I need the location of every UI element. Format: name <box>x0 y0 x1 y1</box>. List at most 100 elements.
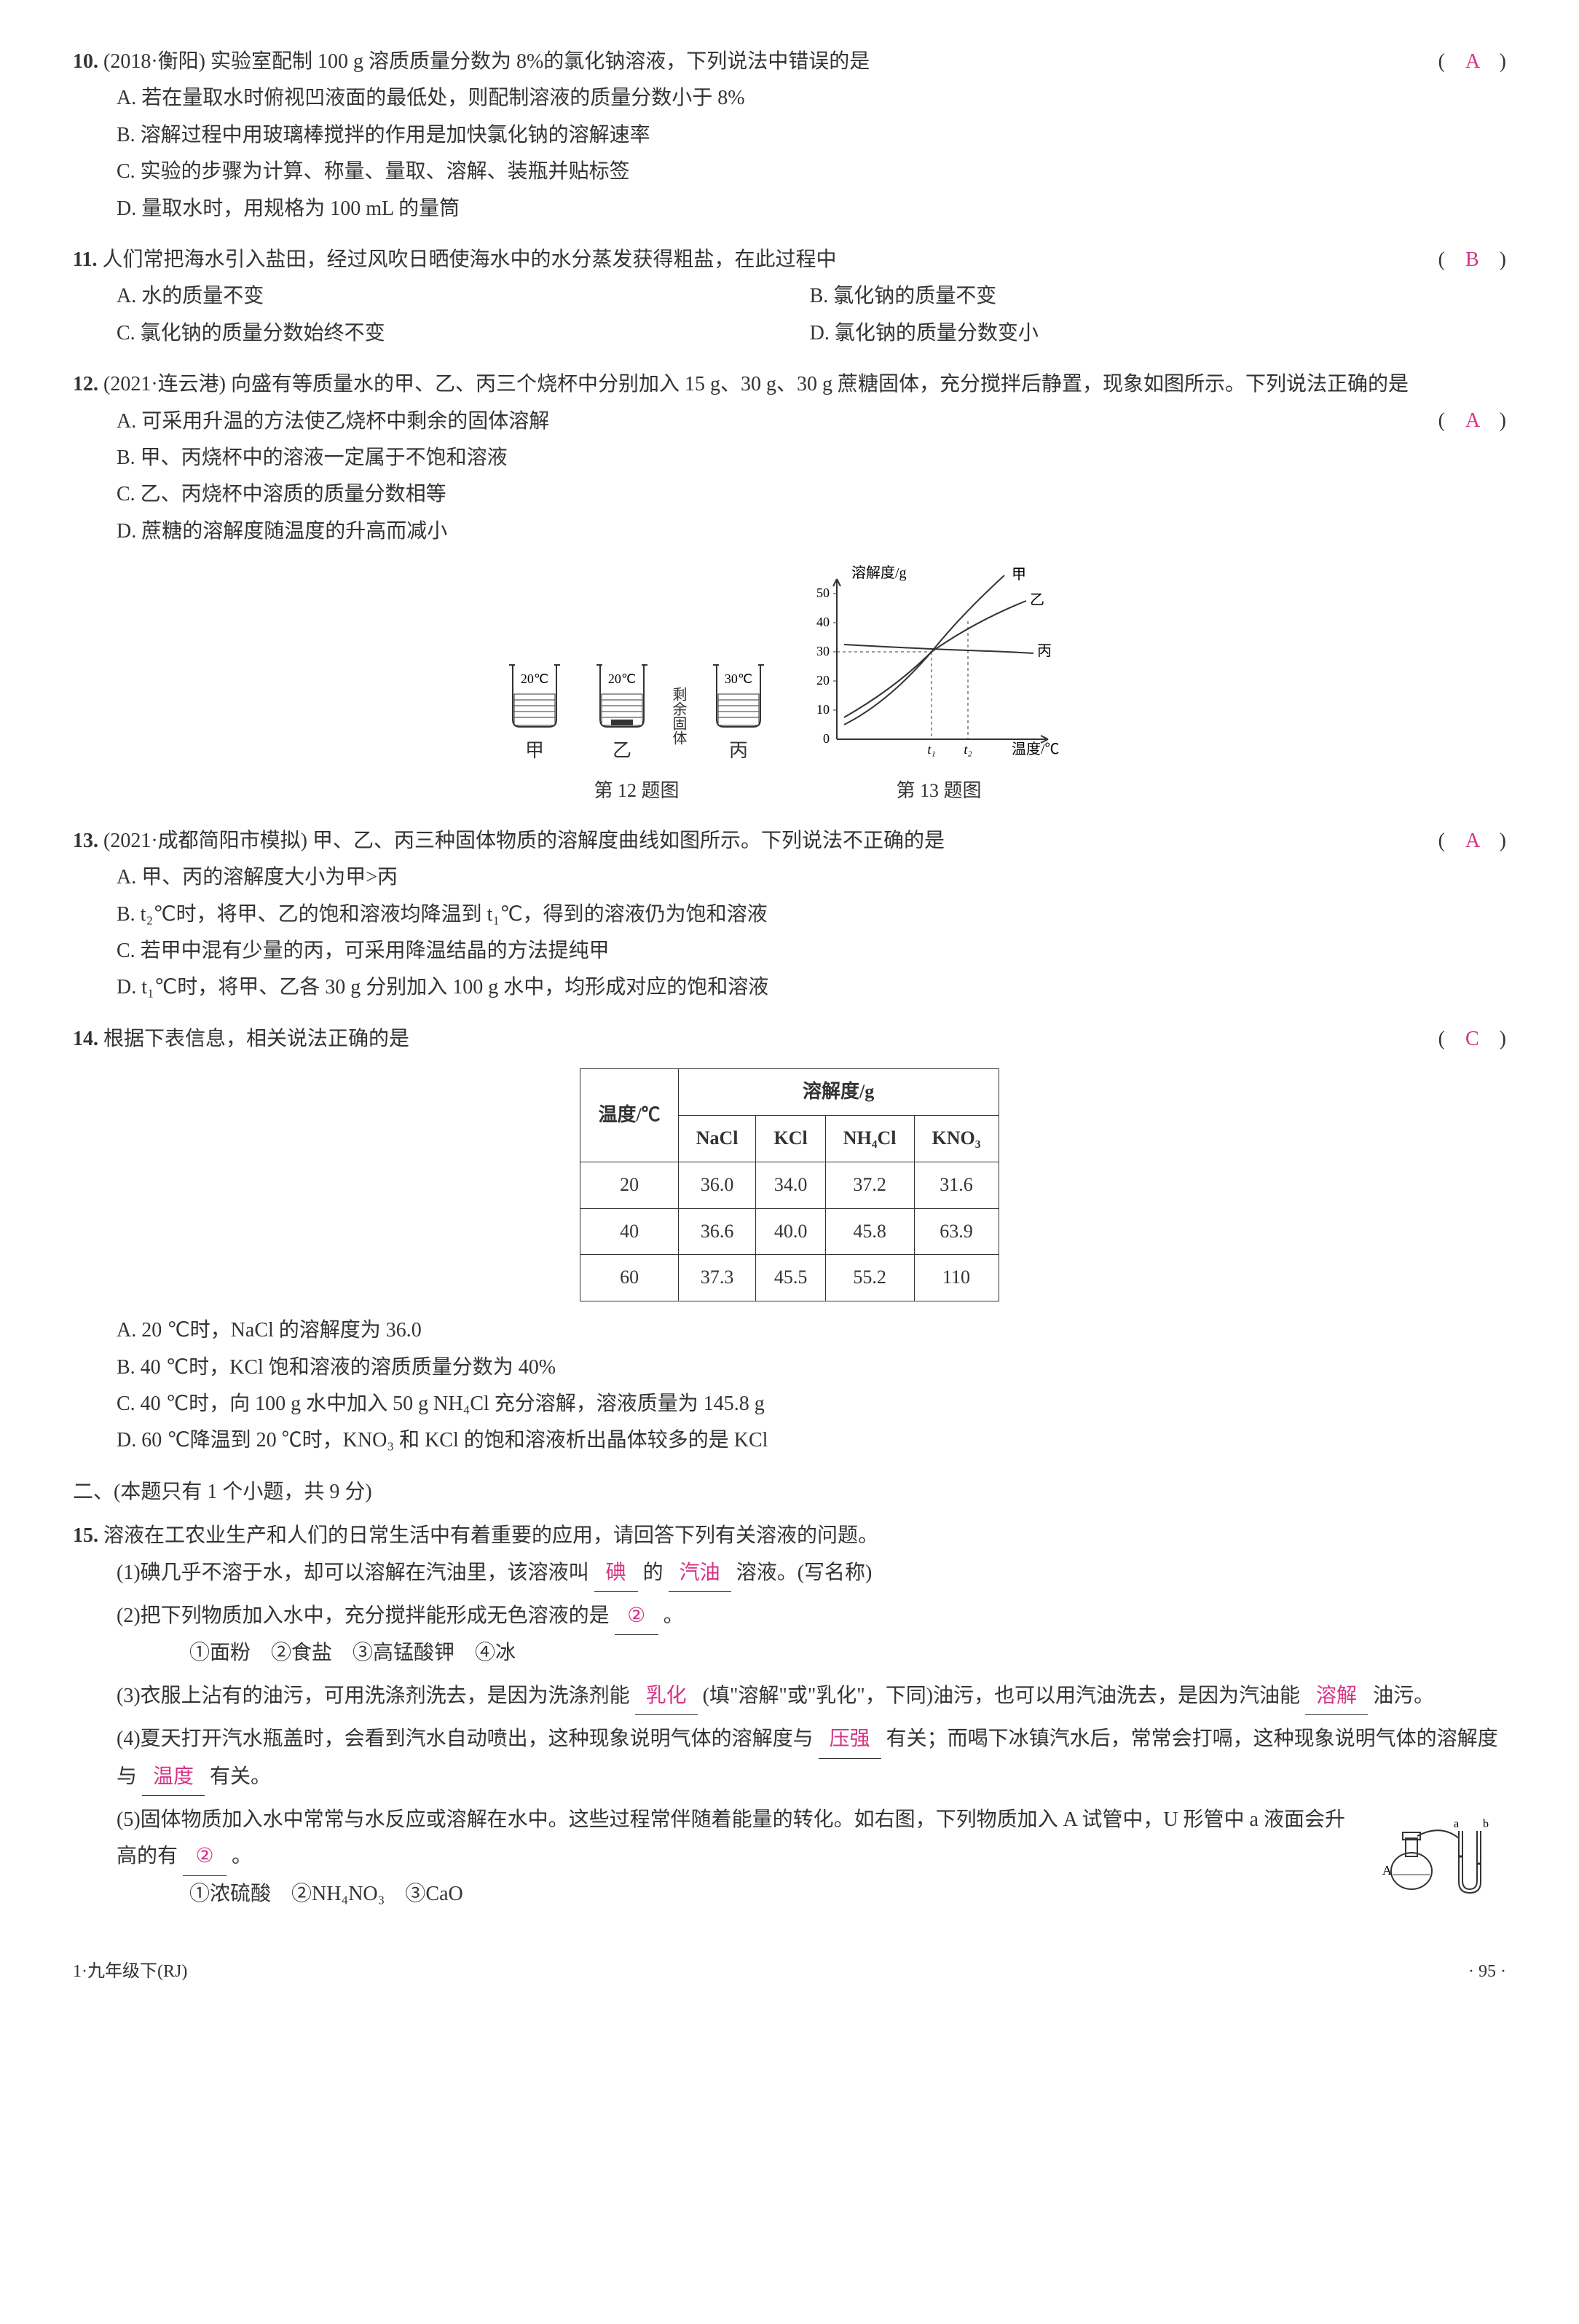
q15-num: 15. <box>73 1524 98 1547</box>
blank-p5: ② <box>183 1838 227 1875</box>
th-kcl: KCl <box>756 1116 825 1162</box>
q10-text: 实验室配制 100 g 溶质质量分数为 8%的氯化钠溶液，下列说法中错误的是 <box>210 50 870 73</box>
q14-answer: ( C ) <box>1438 1021 1506 1057</box>
q12-optA: A. 可采用升温的方法使乙烧杯中剩余的固体溶解 <box>73 403 1506 440</box>
th-temp: 温度/℃ <box>580 1069 678 1162</box>
svg-text:温度/℃: 温度/℃ <box>1012 741 1060 757</box>
q10-optA: A. 若在量取水时俯视凹液面的最低处，则配制溶液的质量分数小于 8% <box>73 80 1506 117</box>
question-10: 10. (2018·衡阳) 实验室配制 100 g 溶质质量分数为 8%的氯化钠… <box>73 44 1506 227</box>
q14-optC: C. 40 ℃时，向 100 g 水中加入 50 g NH₄Cl 充分溶解，溶液… <box>73 1386 1506 1422</box>
solubility-table: 温度/℃ 溶解度/g NaCl KCl NH₄Cl KNO₃ 20 36.0 3… <box>580 1068 999 1301</box>
table-row: 40 36.6 40.0 45.8 63.9 <box>580 1208 999 1255</box>
table-row: 20 36.0 34.0 37.2 31.6 <box>580 1162 999 1208</box>
q13-optD: D. t₁℃时，将甲、乙各 30 g 分别加入 100 g 水中，均形成对应的饱… <box>73 969 1506 1006</box>
q11-optA: A. 水的质量不变 <box>73 278 761 315</box>
q11-optD: D. 氯化钠的质量分数变小 <box>766 315 1454 352</box>
svg-text:10: 10 <box>816 702 830 717</box>
question-15: 15. 溶液在工农业生产和人们的日常生活中有着重要的应用，请回答下列有关溶液的问… <box>73 1518 1506 1913</box>
q14-optA: A. 20 ℃时，NaCl 的溶解度为 36.0 <box>73 1312 1506 1349</box>
th-nacl: NaCl <box>678 1116 756 1162</box>
q14-optB: B. 40 ℃时，KCl 饱和溶液的溶质质量分数为 40% <box>73 1350 1506 1386</box>
q15-p5: A a b (5)固体物质加入水中常常与水反应或溶解在水中。这些过程常伴随着能量… <box>73 1802 1506 1913</box>
svg-text:b: b <box>1483 1818 1489 1830</box>
footer-left: 1·九年级下(RJ) <box>73 1956 187 1988</box>
q13-text: 甲、乙、丙三种固体物质的溶解度曲线如图所示。下列说法不正确的是 <box>312 830 945 852</box>
q13-figure: 0 10 20 30 40 50 t₁ t₂ 甲 乙 <box>800 564 1077 808</box>
q12-num: 12. <box>73 373 98 395</box>
q15-p1: (1)碘几乎不溶于水，却可以溶解在汽油里，该溶液叫 碘 的 汽油 溶液。(写名称… <box>73 1555 1506 1592</box>
q12-answer: ( A ) <box>1438 403 1506 439</box>
q12-text: 向盛有等质量水的甲、乙、丙三个烧杯中分别加入 15 g、30 g、30 g 蔗糖… <box>231 373 1409 395</box>
svg-text:20℃: 20℃ <box>608 671 636 686</box>
q10-optD: D. 量取水时，用规格为 100 mL 的量筒 <box>73 191 1506 227</box>
q15-text: 溶液在工农业生产和人们的日常生活中有着重要的应用，请回答下列有关溶液的问题。 <box>103 1524 878 1547</box>
blank-gasoline: 汽油 <box>669 1555 731 1592</box>
beaker-yi: 20℃ 剩余固体 乙 <box>589 658 655 768</box>
q15-p2-options: ①面粉 ②食盐 ③高锰酸钾 ④冰 <box>117 1635 1506 1671</box>
figure-row: 20℃ 甲 20℃ 剩余固体 乙 <box>73 564 1506 808</box>
q10-num: 10. <box>73 50 98 73</box>
q13-num: 13. <box>73 830 98 852</box>
q13-optB: B. t₂℃时，将甲、乙的饱和溶液均降温到 t₁℃，得到的溶液仍为饱和溶液 <box>73 897 1506 933</box>
blank-pressure: 压强 <box>819 1721 881 1758</box>
q14-num: 14. <box>73 1028 98 1050</box>
q13-optC: C. 若甲中混有少量的丙，可采用降温结晶的方法提纯甲 <box>73 933 1506 969</box>
q10-optB: B. 溶解过程中用玻璃棒搅拌的作用是加快氯化钠的溶解速率 <box>73 117 1506 154</box>
blank-p2: ② <box>615 1598 658 1635</box>
th-kno3: KNO₃ <box>914 1116 999 1162</box>
beaker-bing: 30℃ 丙 <box>706 658 771 768</box>
q15-p3: (3)衣服上沾有的油污，可用洗涤剂洗去，是因为洗涤剂能 乳化 (填"溶解"或"乳… <box>73 1678 1506 1715</box>
question-13: 13. (2021·成都简阳市模拟) 甲、乙、丙三种固体物质的溶解度曲线如图所示… <box>73 823 1506 1007</box>
q13-optA: A. 甲、丙的溶解度大小为甲>丙 <box>73 859 1506 896</box>
svg-text:0: 0 <box>823 731 830 746</box>
section2-header: 二、(本题只有 1 个小题，共 9 分) <box>73 1474 1506 1510</box>
q10-source: (2018·衡阳) <box>103 50 205 73</box>
svg-text:溶解度/g: 溶解度/g <box>851 564 907 581</box>
blank-dissolve: 溶解 <box>1305 1678 1368 1715</box>
svg-text:甲: 甲 <box>1012 567 1026 583</box>
q12-source: (2021·连云港) <box>103 373 226 395</box>
q12-optD: D. 蔗糖的溶解度随温度的升高而减小 <box>73 513 1506 550</box>
q11-optC: C. 氯化钠的质量分数始终不变 <box>73 315 761 352</box>
svg-text:20℃: 20℃ <box>521 671 548 686</box>
q13-source: (2021·成都简阳市模拟) <box>103 830 307 852</box>
svg-text:30℃: 30℃ <box>725 671 752 686</box>
apparatus-icon: A a b <box>1375 1802 1506 1904</box>
svg-text:t₂: t₂ <box>964 742 972 757</box>
table-row: 60 37.3 45.5 55.2 110 <box>580 1255 999 1301</box>
q10-answer: ( A ) <box>1438 44 1506 80</box>
svg-text:50: 50 <box>816 586 830 600</box>
blank-emulsify: 乳化 <box>635 1678 698 1715</box>
q14-optD: D. 60 ℃降温到 20 ℃时，KNO₃ 和 KCl 的饱和溶液析出晶体较多的… <box>73 1422 1506 1459</box>
q12-optC: C. 乙、丙烧杯中溶质的质量分数相等 <box>73 476 1506 513</box>
blank-iodine: 碘 <box>594 1555 638 1592</box>
q15-p5-options: ①浓硫酸 ②NH₄NO₃ ③CaO <box>117 1876 1506 1913</box>
svg-text:A: A <box>1382 1863 1392 1878</box>
svg-text:乙: 乙 <box>1030 592 1044 608</box>
q13-answer: ( A ) <box>1438 823 1506 859</box>
th-nh4cl: NH₄Cl <box>825 1116 914 1162</box>
q15-p2: (2)把下列物质加入水中，充分搅拌能形成无色溶液的是 ② 。 ①面粉 ②食盐 ③… <box>73 1598 1506 1672</box>
q10-optC: C. 实验的步骤为计算、称量、量取、溶解、装瓶并贴标签 <box>73 154 1506 190</box>
q14-text: 根据下表信息，相关说法正确的是 <box>103 1028 409 1050</box>
page-footer: 1·九年级下(RJ) · 95 · <box>73 1956 1506 1988</box>
blank-temperature: 温度 <box>142 1759 205 1796</box>
q12-figure: 20℃ 甲 20℃ 剩余固体 乙 <box>502 658 771 808</box>
question-14: 14. 根据下表信息，相关说法正确的是 ( C ) 温度/℃ 溶解度/g NaC… <box>73 1021 1506 1460</box>
th-sol: 溶解度/g <box>678 1069 999 1116</box>
q15-p4: (4)夏天打开汽水瓶盖时，会看到汽水自动喷出，这种现象说明气体的溶解度与 压强 … <box>73 1721 1506 1796</box>
svg-text:t₁: t₁ <box>927 742 935 757</box>
svg-text:30: 30 <box>816 644 830 658</box>
q12-optB: B. 甲、丙烧杯中的溶液一定属于不饱和溶液 <box>73 440 1506 476</box>
question-12: 12. (2021·连云港) 向盛有等质量水的甲、乙、丙三个烧杯中分别加入 15… <box>73 366 1506 550</box>
beaker-jia: 20℃ 甲 <box>502 658 567 768</box>
footer-right: · 95 · <box>1468 1956 1506 1988</box>
q11-text: 人们常把海水引入盐田，经过风吹日晒使海水中的水分蒸发获得粗盐，在此过程中 <box>102 248 836 271</box>
residue-label: 剩余固体 <box>665 687 691 745</box>
svg-text:40: 40 <box>816 615 830 629</box>
svg-text:丙: 丙 <box>1037 643 1052 659</box>
q11-num: 11. <box>73 248 97 271</box>
q11-optB: B. 氯化钠的质量不变 <box>766 278 1454 315</box>
q11-answer: ( B ) <box>1438 242 1506 278</box>
q12-caption: 第 12 题图 <box>502 774 771 808</box>
